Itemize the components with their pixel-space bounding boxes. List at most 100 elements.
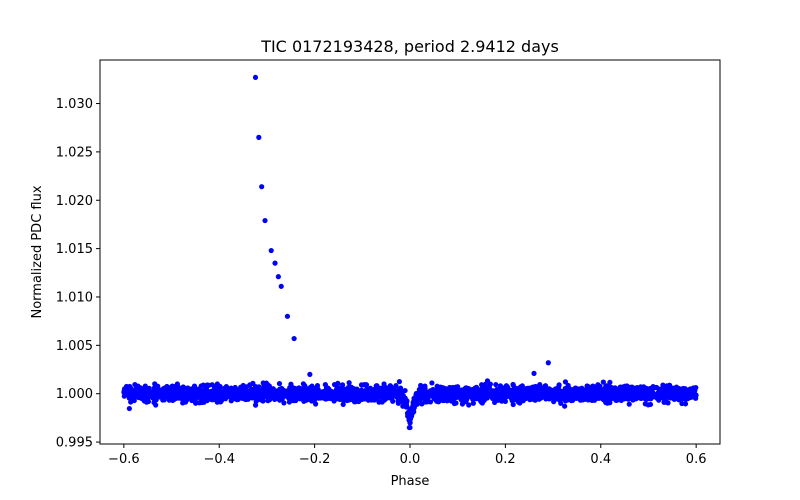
data-point: [412, 397, 418, 404]
data-point: [187, 390, 193, 396]
data-point: [357, 397, 363, 403]
data-point: [252, 402, 259, 408]
data-point: [427, 399, 434, 405]
data-point: [256, 134, 262, 140]
data-point: [152, 381, 158, 387]
data-point: [387, 389, 394, 395]
data-point: [585, 391, 592, 397]
data-point: [201, 389, 208, 396]
data-point: [595, 389, 601, 395]
data-point: [397, 385, 404, 392]
data-point: [169, 383, 175, 390]
data-point: [579, 389, 585, 395]
data-point: [482, 381, 488, 387]
data-point: [667, 393, 673, 400]
data-point: [478, 399, 485, 405]
data-point: [546, 396, 552, 402]
data-point: [419, 392, 425, 399]
data-point: [647, 396, 654, 402]
data-point: [416, 386, 422, 393]
data-point: [487, 381, 493, 387]
data-point: [192, 397, 198, 404]
data-point: [356, 391, 362, 397]
data-point: [204, 382, 210, 388]
data-point: [361, 382, 367, 388]
data-point: [531, 370, 537, 376]
data-point: [346, 380, 352, 386]
data-point: [270, 394, 276, 400]
data-point: [418, 382, 424, 389]
data-point: [570, 387, 576, 393]
data-point: [163, 386, 169, 392]
data-point: [582, 394, 588, 400]
data-point: [525, 385, 531, 391]
data-point: [642, 401, 648, 407]
data-point: [155, 388, 161, 394]
data-point: [272, 260, 278, 266]
data-point: [252, 74, 259, 81]
data-point: [258, 386, 265, 393]
data-point: [340, 397, 346, 403]
x-axis: −0.6 −0.4 −0.2 0.0 0.2 0.4 0.6: [108, 444, 706, 467]
data-point: [159, 393, 165, 399]
data-point: [657, 390, 663, 396]
data-point: [201, 398, 207, 404]
data-point: [574, 393, 581, 399]
y-tick-label: 1.000: [56, 387, 93, 402]
x-tick-label: 0.2: [495, 452, 516, 467]
data-point: [454, 386, 460, 392]
data-point: [607, 379, 613, 385]
data-point: [244, 391, 250, 397]
data-point: [263, 380, 269, 386]
y-tick-label: 1.030: [56, 97, 93, 112]
data-point: [170, 393, 176, 400]
data-point: [409, 410, 415, 416]
data-point: [400, 397, 406, 403]
data-point: [217, 385, 223, 391]
y-tick-label: 1.015: [56, 242, 93, 257]
data-point: [497, 395, 503, 401]
data-point: [381, 381, 387, 387]
data-point: [441, 393, 448, 400]
data-point: [284, 393, 290, 399]
x-tick-label: −0.4: [203, 452, 235, 467]
data-point: [307, 371, 313, 377]
data-point: [145, 398, 152, 405]
data-point: [281, 400, 287, 406]
data-point: [376, 399, 382, 405]
data-point: [659, 385, 666, 392]
data-point: [523, 392, 529, 399]
y-axis: 0.995 1.000 1.005 1.010 1.015 1.020 1.025 1.030: [56, 97, 100, 451]
data-point: [278, 283, 284, 289]
data-point: [255, 391, 261, 398]
data-point: [562, 385, 568, 392]
data-point: [358, 387, 365, 393]
data-point: [254, 384, 261, 390]
data-point: [550, 389, 556, 395]
data-point: [671, 396, 677, 402]
data-point: [400, 403, 406, 409]
data-point: [647, 401, 654, 408]
data-point: [339, 391, 345, 398]
y-tick-label: 1.010: [56, 290, 93, 305]
data-point: [396, 379, 402, 385]
data-point: [378, 392, 384, 398]
data-point: [383, 390, 389, 397]
data-point: [226, 391, 232, 397]
data-point: [314, 387, 320, 393]
data-point: [501, 393, 507, 400]
data-point: [533, 393, 539, 399]
data-point: [491, 389, 498, 395]
data-point: [131, 395, 137, 401]
data-point: [560, 396, 566, 402]
data-point: [477, 395, 484, 401]
data-point: [591, 383, 597, 390]
y-tick-label: 1.025: [56, 145, 93, 160]
data-point: [600, 394, 606, 400]
data-point: [679, 386, 685, 392]
data-point: [398, 389, 404, 396]
data-point: [518, 397, 524, 404]
data-point: [260, 398, 266, 404]
data-point: [509, 398, 515, 404]
data-point: [219, 392, 226, 398]
